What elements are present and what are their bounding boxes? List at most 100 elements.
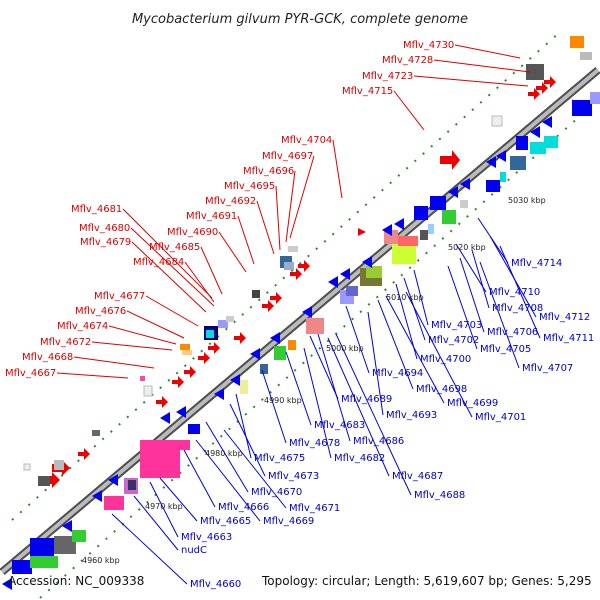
gene-label-reverse[interactable]: Mflv_4673 — [268, 471, 319, 482]
gene-feature[interactable] — [156, 396, 168, 408]
gene-feature[interactable] — [180, 344, 190, 350]
gene-label-forward[interactable]: Mflv_4695 — [224, 181, 275, 192]
gene-label-reverse[interactable]: Mflv_4683 — [314, 420, 365, 431]
gene-feature[interactable] — [143, 385, 153, 397]
gene-feature[interactable] — [420, 230, 428, 240]
gene-feature[interactable] — [172, 376, 184, 388]
gene-label-reverse[interactable]: Mflv_4686 — [353, 436, 404, 447]
gene-label-forward[interactable]: Mflv_4667 — [5, 368, 56, 379]
gene-label-forward[interactable]: Mflv_4690 — [167, 227, 218, 238]
gene-feature[interactable] — [580, 52, 592, 60]
gene-label-forward[interactable]: Mflv_4704 — [281, 135, 332, 146]
gene-feature[interactable] — [440, 150, 460, 170]
gene-label-forward[interactable]: Mflv_4680 — [79, 223, 130, 234]
gene-feature[interactable] — [362, 256, 372, 268]
gene-feature[interactable] — [491, 115, 503, 127]
gene-feature[interactable] — [394, 218, 404, 230]
gene-feature[interactable] — [104, 496, 124, 510]
gene-feature[interactable] — [298, 260, 310, 272]
gene-feature[interactable] — [510, 156, 526, 170]
gene-feature[interactable] — [290, 268, 302, 280]
gene-feature[interactable] — [218, 320, 228, 328]
gene-feature[interactable] — [270, 292, 282, 304]
gene-feature[interactable] — [184, 366, 196, 378]
gene-feature[interactable] — [23, 463, 31, 471]
gene-feature[interactable] — [544, 136, 558, 148]
gene-label-reverse[interactable]: Mflv_4708 — [492, 303, 543, 314]
gene-label-reverse[interactable]: Mflv_4671 — [289, 503, 340, 514]
gene-label-forward[interactable]: Mflv_4715 — [342, 86, 393, 97]
gene-feature[interactable] — [528, 88, 540, 100]
gene-feature[interactable] — [328, 276, 338, 288]
gene-feature[interactable] — [140, 376, 145, 381]
gene-feature[interactable] — [78, 448, 90, 460]
gene-feature[interactable] — [486, 156, 496, 168]
gene-feature[interactable] — [160, 412, 170, 424]
gene-label-reverse[interactable]: Mflv_4707 — [522, 363, 573, 374]
gene-label-reverse[interactable]: nudC — [181, 545, 207, 556]
gene-label-reverse[interactable]: Mflv_4701 — [475, 412, 526, 423]
gene-feature[interactable] — [260, 364, 268, 374]
gene-feature[interactable] — [92, 490, 102, 502]
gene-feature[interactable] — [500, 172, 506, 182]
gene-label-forward[interactable]: Mflv_4668 — [22, 352, 73, 363]
gene-label-reverse[interactable]: Mflv_4663 — [181, 532, 232, 543]
gene-label-forward[interactable]: Mflv_4697 — [262, 151, 313, 162]
gene-feature[interactable] — [140, 440, 180, 478]
gene-feature[interactable] — [340, 268, 350, 280]
gene-label-forward[interactable]: Mflv_4692 — [205, 196, 256, 207]
gene-feature[interactable] — [208, 342, 220, 354]
gene-feature[interactable] — [542, 116, 552, 128]
gene-feature[interactable] — [182, 350, 192, 355]
gene-feature[interactable] — [486, 180, 500, 192]
gene-feature[interactable] — [392, 244, 416, 264]
gene-feature[interactable] — [206, 330, 214, 338]
gene-label-reverse[interactable]: Mflv_4702 — [428, 335, 479, 346]
gene-label-forward[interactable]: Mflv_4691 — [186, 211, 237, 222]
gene-feature[interactable] — [54, 460, 64, 470]
gene-feature[interactable] — [214, 388, 224, 400]
gene-label-reverse[interactable]: Mflv_4705 — [480, 344, 531, 355]
gene-feature[interactable] — [240, 380, 248, 394]
gene-feature[interactable] — [382, 224, 392, 236]
gene-feature[interactable] — [570, 36, 584, 48]
gene-label-reverse[interactable]: Mflv_4682 — [334, 453, 385, 464]
gene-feature[interactable] — [252, 290, 260, 298]
gene-feature[interactable] — [176, 406, 186, 418]
gene-feature[interactable] — [188, 424, 200, 434]
gene-feature[interactable] — [284, 262, 294, 270]
gene-feature[interactable] — [270, 332, 280, 344]
gene-label-reverse[interactable]: Mflv_4687 — [392, 471, 443, 482]
gene-feature[interactable] — [460, 178, 470, 190]
gene-label-reverse[interactable]: Mflv_4710 — [489, 287, 540, 298]
gene-label-forward[interactable]: Mflv_4674 — [57, 321, 108, 332]
gene-label-reverse[interactable]: Mflv_4665 — [200, 516, 251, 527]
gene-feature[interactable] — [62, 520, 72, 532]
gene-label-reverse[interactable]: Mflv_4699 — [447, 398, 498, 409]
gene-feature[interactable] — [12, 560, 32, 574]
gene-feature[interactable] — [38, 476, 50, 486]
gene-label-reverse[interactable]: Mflv_4712 — [539, 312, 590, 323]
gene-label-reverse[interactable]: Mflv_4666 — [218, 502, 269, 513]
gene-feature[interactable] — [536, 82, 548, 94]
gene-label-forward[interactable]: Mflv_4677 — [94, 291, 145, 302]
gene-label-forward[interactable]: Mflv_4684 — [133, 257, 184, 268]
gene-label-forward[interactable]: Mflv_4685 — [149, 242, 200, 253]
gene-label-reverse[interactable]: Mflv_4714 — [511, 258, 562, 269]
gene-feature[interactable] — [346, 286, 358, 296]
gene-feature[interactable] — [414, 206, 428, 220]
gene-feature[interactable] — [428, 224, 434, 234]
gene-label-forward[interactable]: Mflv_4681 — [71, 204, 122, 215]
gene-label-forward[interactable]: Mflv_4696 — [243, 166, 294, 177]
gene-feature[interactable] — [234, 332, 246, 344]
gene-label-reverse[interactable]: Mflv_4678 — [289, 438, 340, 449]
gene-feature[interactable] — [544, 76, 556, 88]
gene-label-reverse[interactable]: Mflv_4694 — [372, 368, 423, 379]
gene-feature[interactable] — [442, 210, 456, 224]
gene-feature[interactable] — [530, 126, 540, 138]
gene-label-reverse[interactable]: Mflv_4689 — [341, 394, 392, 405]
gene-label-reverse[interactable]: Mflv_4693 — [386, 410, 437, 421]
gene-label-reverse[interactable]: Mflv_4711 — [543, 333, 594, 344]
gene-label-reverse[interactable]: Mflv_4706 — [487, 327, 538, 338]
gene-label-reverse[interactable]: Mflv_4703 — [431, 320, 482, 331]
